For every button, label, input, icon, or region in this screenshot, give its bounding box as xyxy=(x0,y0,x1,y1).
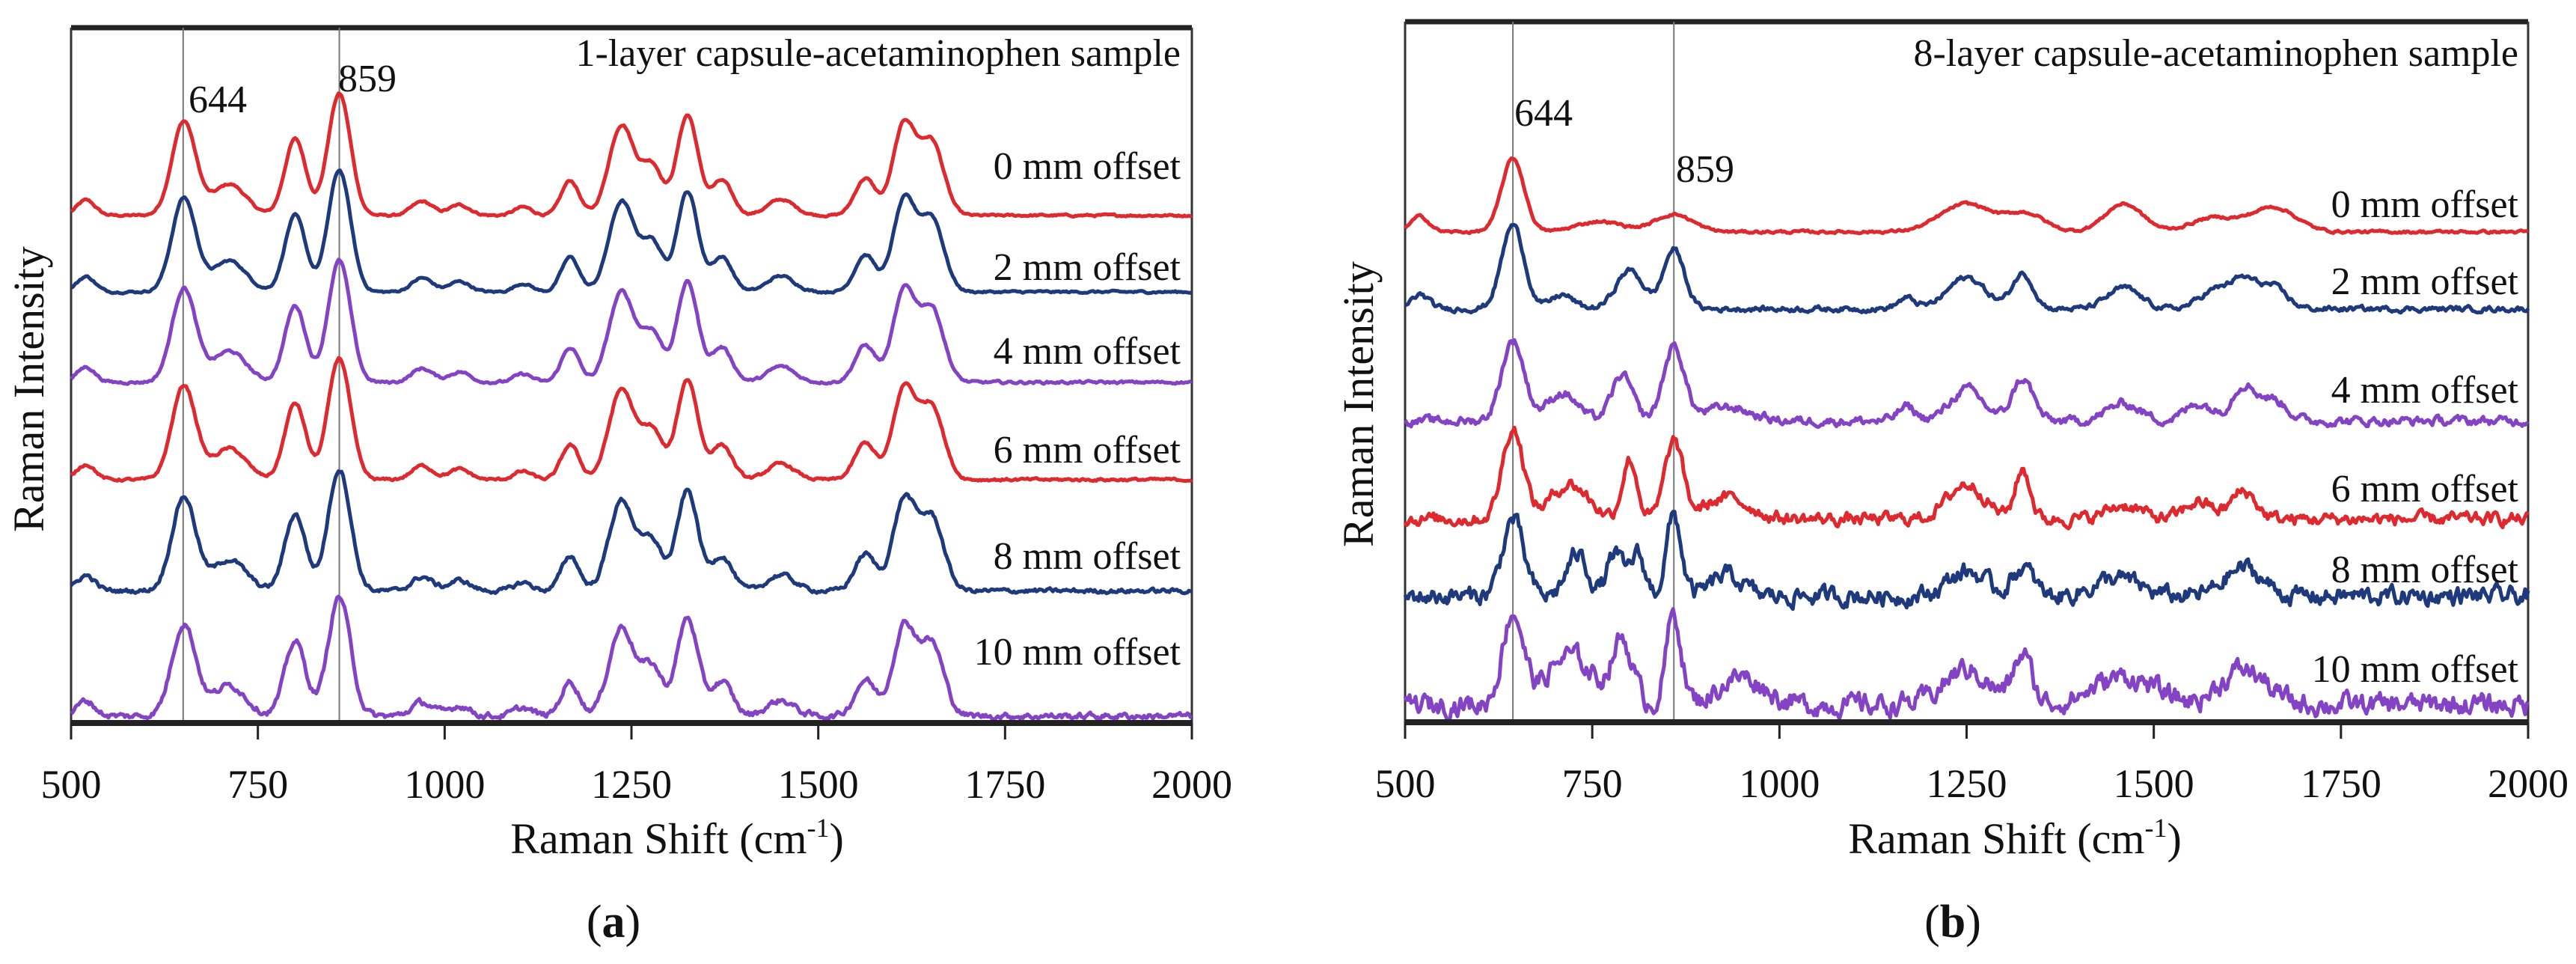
x-tick-label: 1750 xyxy=(2301,761,2381,806)
x-axis-label-superscript: -1 xyxy=(2144,813,2167,843)
panel-label-letter: b xyxy=(1940,897,1965,948)
x-tick-label: 2000 xyxy=(2488,761,2569,806)
x-tick-label: 1000 xyxy=(1739,761,1820,806)
series-label: 0 mm offset xyxy=(2331,183,2519,226)
spectrum-line-6-mm-offset xyxy=(70,356,1193,483)
series-label: 6 mm offset xyxy=(994,429,1181,472)
x-axis-label: Raman Shift (cm-1) xyxy=(1848,813,2182,863)
panel-label: (a) xyxy=(587,897,640,948)
spectrum-line-8-mm-offset xyxy=(70,469,1193,596)
x-axis-label: Raman Shift (cm-1) xyxy=(510,813,844,863)
x-tick-label: 500 xyxy=(41,762,102,807)
panel-label-close: ) xyxy=(1965,897,1981,948)
x-tick-label: 1750 xyxy=(964,762,1045,807)
panel-label: (b) xyxy=(1924,897,1981,948)
series-label: 10 mm offset xyxy=(974,631,1181,674)
x-tick-label: 2000 xyxy=(1151,762,1232,807)
x-tick-label: 750 xyxy=(227,762,288,807)
x-axis-label-text: Raman Shift (cm xyxy=(510,814,807,863)
chart-title: 8-layer capsule-acetaminophen sample xyxy=(1913,32,2518,75)
series-label: 8 mm offset xyxy=(994,535,1181,578)
x-tick-label: 1500 xyxy=(778,762,859,807)
spectrum-line-4-mm-offset xyxy=(70,257,1193,386)
spectrum-line-0-mm-offset xyxy=(70,91,1193,219)
panel-a-chart: 0 mm offset 2 mm offset 4 mm offset 6 mm of… xyxy=(4,25,1232,948)
panel-b-chart: 0 mm offset 2 mm offset 4 mm offset 6 mm of… xyxy=(1334,19,2569,948)
spectrum-line-4-mm-offset xyxy=(1403,338,2530,430)
x-tick-label: 750 xyxy=(1562,761,1623,806)
peak-annotation: 644 xyxy=(189,79,247,121)
panel-label-letter: a xyxy=(602,897,625,948)
x-axis-label-text: Raman Shift (cm xyxy=(1848,814,2144,863)
x-tick-label: 1000 xyxy=(404,762,485,807)
peak-annotation: 859 xyxy=(338,58,397,100)
peak-annotation: 644 xyxy=(1514,92,1573,135)
spectrum-line-0-mm-offset xyxy=(1403,156,2529,236)
series-label: 4 mm offset xyxy=(994,330,1181,373)
panel-label-close: ) xyxy=(625,897,641,948)
series-label: 0 mm offset xyxy=(994,145,1181,188)
x-tick-label: 1250 xyxy=(1927,761,2007,806)
series-label: 8 mm offset xyxy=(2331,549,2519,591)
y-axis-label: Raman Intensity xyxy=(1334,261,1383,547)
spectrum-line-2-mm-offset xyxy=(1404,223,2530,315)
spectrum-line-2-mm-offset xyxy=(70,168,1193,296)
x-tick-label: 1250 xyxy=(591,762,672,807)
x-axis-label-end: ) xyxy=(829,814,843,863)
series-label: 10 mm offset xyxy=(2312,648,2519,691)
series-label: 2 mm offset xyxy=(2331,260,2519,303)
spectrum-line-10-mm-offset xyxy=(1403,607,2530,724)
y-axis-label: Raman Intensity xyxy=(4,246,53,532)
spectrum-line-6-mm-offset xyxy=(1403,425,2530,531)
x-tick-label: 500 xyxy=(1375,761,1436,806)
series-label: 4 mm offset xyxy=(2331,369,2519,412)
panel-label-open: ( xyxy=(587,897,602,948)
peak-annotation: 859 xyxy=(1676,148,1734,191)
series-label: 2 mm offset xyxy=(994,246,1181,289)
spectrum-line-8-mm-offset xyxy=(1403,510,2530,611)
x-axis-label-end: ) xyxy=(2167,814,2181,863)
series-label: 6 mm offset xyxy=(2331,468,2519,510)
x-tick-label: 1500 xyxy=(2114,761,2194,806)
x-axis-label-superscript: -1 xyxy=(807,813,829,843)
panel-label-open: ( xyxy=(1924,897,1940,948)
spectrum-line-10-mm-offset xyxy=(70,594,1193,722)
chart-title: 1-layer capsule-acetaminophen sample xyxy=(575,32,1181,75)
